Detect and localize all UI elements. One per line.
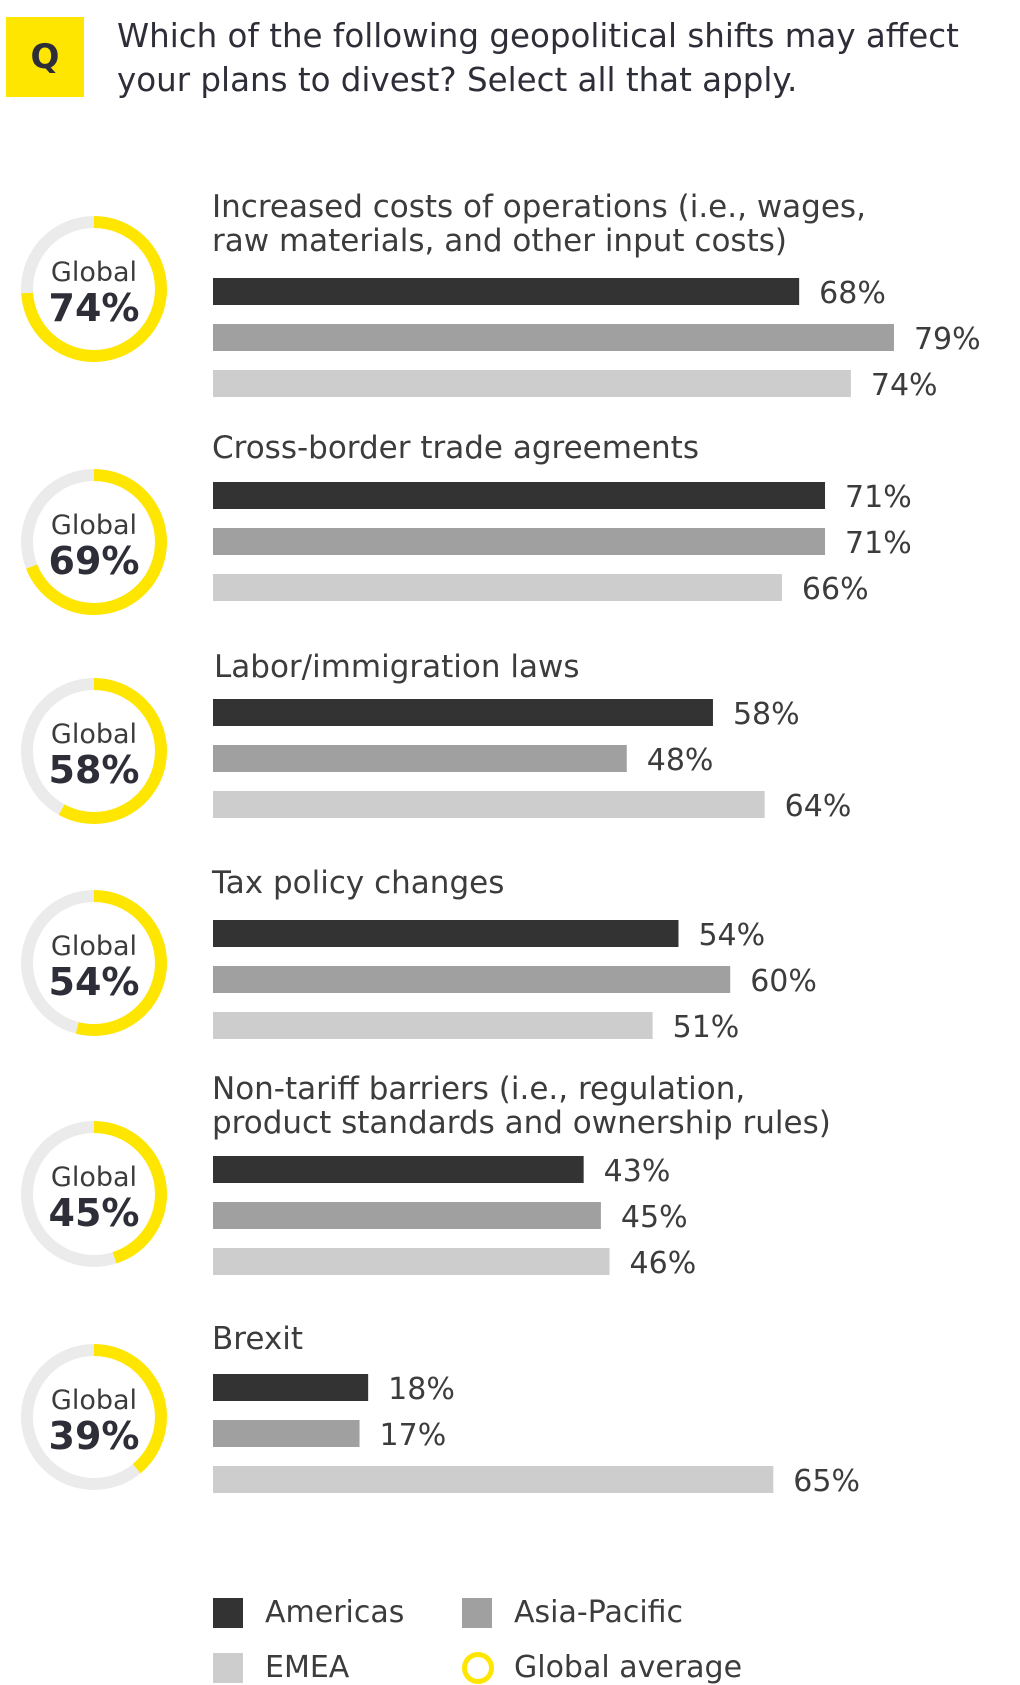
bar-value-label-asia-pacific: 79% xyxy=(914,322,981,357)
legend-ring-icon xyxy=(462,1651,494,1684)
bar-emea xyxy=(213,1248,610,1275)
legend-item-asia-pacific: Asia-Pacific xyxy=(462,1595,683,1630)
category-label-line: raw materials, and other input costs) xyxy=(212,223,787,259)
global-ring-value: 45% xyxy=(49,1191,140,1235)
global-ring-value: 58% xyxy=(49,748,140,792)
bar-value-label-americas: 54% xyxy=(698,918,765,953)
category-label-line: Increased costs of operations (i.e., wag… xyxy=(212,189,866,225)
global-ring-arc xyxy=(21,216,167,362)
bar-americas xyxy=(213,920,679,947)
bar-value-label-asia-pacific: 71% xyxy=(845,526,912,561)
bar-value-label-emea: 65% xyxy=(793,1464,860,1499)
legend-swatch-asia-pacific xyxy=(462,1597,492,1628)
bar-americas xyxy=(213,278,800,305)
bar-emea xyxy=(213,791,765,818)
category-label-line: Tax policy changes xyxy=(212,865,505,901)
global-ring-label: Global xyxy=(51,1385,137,1416)
legend-label-global-average: Global average xyxy=(514,1650,743,1685)
bar-value-label-americas: 43% xyxy=(604,1154,671,1189)
bar-emea xyxy=(213,574,782,601)
bar-value-label-emea: 51% xyxy=(673,1010,740,1045)
bar-value-label-emea: 66% xyxy=(802,572,869,607)
bar-asia-pacific xyxy=(213,745,627,772)
legend-label-asia-pacific: Asia-Pacific xyxy=(514,1595,684,1630)
bar-value-label-americas: 18% xyxy=(388,1372,455,1407)
bar-emea xyxy=(213,1466,774,1493)
bar-value-label-asia-pacific: 60% xyxy=(750,964,817,999)
legend-item-emea: EMEA xyxy=(213,1650,349,1685)
global-ring-arc xyxy=(21,469,167,615)
global-ring-value: 39% xyxy=(49,1414,140,1458)
legend-swatch-emea xyxy=(213,1652,243,1683)
global-ring-value: 74% xyxy=(49,286,140,330)
global-ring-label: Global xyxy=(51,1162,137,1193)
bar-americas xyxy=(213,1374,369,1401)
legend-label-americas: Americas xyxy=(265,1595,405,1630)
bar-value-label-americas: 71% xyxy=(845,480,912,515)
legend-item-americas: Americas xyxy=(213,1595,404,1630)
bar-value-label-asia-pacific: 45% xyxy=(621,1200,688,1235)
category-label-tax-policy: Tax policy changes xyxy=(212,866,1012,900)
bar-value-label-emea: 46% xyxy=(630,1246,697,1281)
legend-swatch-americas xyxy=(213,1597,243,1628)
bar-asia-pacific xyxy=(213,966,731,993)
category-label-labor-laws: Labor/immigration laws xyxy=(214,650,1014,684)
category-label-line: Non-tariff barriers (i.e., regulation, xyxy=(212,1071,746,1107)
bar-asia-pacific xyxy=(213,528,826,555)
category-label-line: Labor/immigration laws xyxy=(214,649,580,685)
bar-americas xyxy=(213,699,713,726)
bar-asia-pacific xyxy=(213,324,894,351)
bar-emea xyxy=(213,1012,653,1039)
global-ring-value: 54% xyxy=(49,960,140,1004)
global-ring-value: 69% xyxy=(49,539,140,583)
global-ring-arc xyxy=(21,1121,167,1267)
bar-americas xyxy=(213,482,826,509)
bar-asia-pacific xyxy=(213,1420,360,1447)
bar-value-label-asia-pacific: 17% xyxy=(380,1418,447,1453)
bar-value-label-asia-pacific: 48% xyxy=(647,743,714,778)
bar-value-label-americas: 68% xyxy=(819,276,886,311)
bar-value-label-emea: 74% xyxy=(871,368,938,403)
question-title: Which of the following geopolitical shif… xyxy=(117,17,959,99)
legend-label-emea: EMEA xyxy=(265,1650,350,1685)
global-ring-arc xyxy=(21,1344,167,1490)
global-ring-label: Global xyxy=(51,257,137,288)
legend-item-global-average: Global average xyxy=(462,1650,742,1685)
category-label-line: Cross-border trade agreements xyxy=(212,430,699,466)
category-label-non-tariff-barriers: Non-tariff barriers (i.e., regulation, p… xyxy=(212,1072,1012,1140)
category-label-brexit: Brexit xyxy=(212,1322,1012,1356)
category-label-trade-agreements: Cross-border trade agreements xyxy=(212,431,1012,465)
bar-americas xyxy=(213,1156,584,1183)
category-label-line: product standards and ownership rules) xyxy=(212,1105,831,1141)
category-label-line: Brexit xyxy=(212,1321,303,1357)
question-badge: Q xyxy=(6,17,84,97)
global-ring-label: Global xyxy=(51,510,137,541)
global-ring-label: Global xyxy=(51,931,137,962)
bar-emea xyxy=(213,370,851,397)
global-ring-label: Global xyxy=(51,719,137,750)
question-badge-label: Q xyxy=(30,37,60,77)
global-ring-arc xyxy=(21,890,167,1036)
bar-value-label-emea: 64% xyxy=(785,789,852,824)
bar-value-label-americas: 58% xyxy=(733,697,800,732)
global-ring-arc xyxy=(21,678,167,824)
category-label-operation-costs: Increased costs of operations (i.e., wag… xyxy=(212,190,1012,258)
bar-asia-pacific xyxy=(213,1202,601,1229)
